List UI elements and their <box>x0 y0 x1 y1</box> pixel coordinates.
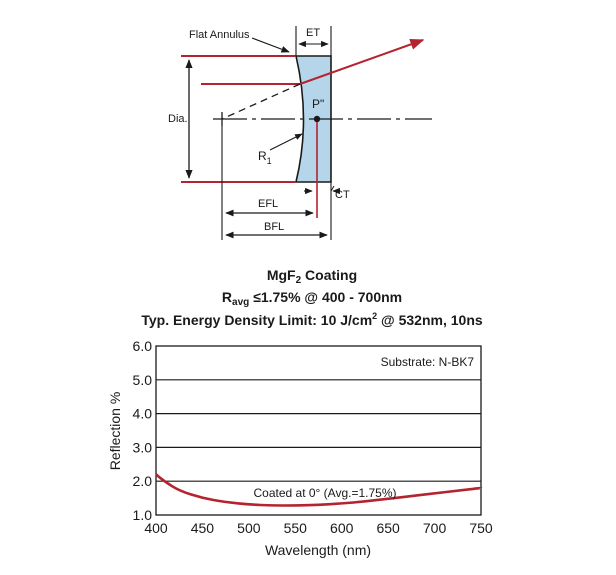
substrate-annotation: Substrate: N-BK7 <box>381 355 475 369</box>
y-axis-label: Reflection % <box>107 392 123 471</box>
y-tick-label: 1.0 <box>133 507 153 523</box>
x-tick-label: 650 <box>376 520 400 536</box>
r1-label: R1 <box>258 149 272 166</box>
y-tick-label: 3.0 <box>133 439 153 455</box>
p-double-prime-label: P" <box>312 97 324 111</box>
x-tick-label: 600 <box>330 520 354 536</box>
flat-annulus-leader <box>251 37 290 53</box>
principal-point-dot <box>313 115 321 123</box>
ct-label: CT <box>335 189 350 201</box>
plot-frame <box>155 345 482 516</box>
chart-grid <box>156 379 481 482</box>
x-tick-label: 500 <box>237 520 261 536</box>
dia-label: Dia. <box>168 113 188 125</box>
x-tick-label: 700 <box>423 520 447 536</box>
heading-energy-density: Typ. Energy Density Limit: 10 J/cm2 @ 53… <box>141 311 483 328</box>
reflection-chart: 1.0 2.0 3.0 4.0 5.0 6.0 400 450 500 550 600 650 700… <box>107 338 493 558</box>
r1-leader <box>269 133 303 151</box>
x-tick-label: 550 <box>284 520 308 536</box>
x-tick-labels: 400 450 500 550 600 650 700 750 <box>144 520 493 536</box>
efl-label: EFL <box>258 198 278 210</box>
heading-ravg: Ravg ≤1.75% @ 400 - 700nm <box>222 289 402 308</box>
virtual-ray-dashed <box>221 83 301 120</box>
x-tick-label: 400 <box>144 520 168 536</box>
y-tick-label: 2.0 <box>133 473 153 489</box>
x-tick-label: 450 <box>191 520 215 536</box>
y-tick-label: 4.0 <box>133 406 153 422</box>
y-tick-label: 5.0 <box>133 372 153 388</box>
coating-headings: MgF2 Coating Ravg ≤1.75% @ 400 - 700nm T… <box>141 267 483 328</box>
series-annotation: Coated at 0° (Avg.=1.75%) <box>254 486 397 500</box>
refracted-ray <box>299 38 425 85</box>
x-axis-label: Wavelength (nm) <box>265 542 371 558</box>
et-label: ET <box>306 27 320 39</box>
y-tick-labels: 1.0 2.0 3.0 4.0 5.0 6.0 <box>133 338 153 523</box>
series-coated-line <box>155 473 483 507</box>
lens-schematic: P" Dia. Flat Annulus ET R1 CT <box>168 26 432 240</box>
heading-coating: MgF2 Coating <box>267 267 357 286</box>
bfl-label: BFL <box>264 221 284 233</box>
flat-annulus-label: Flat Annulus <box>189 29 250 41</box>
y-tick-label: 6.0 <box>133 338 153 354</box>
x-tick-label: 750 <box>469 520 493 536</box>
